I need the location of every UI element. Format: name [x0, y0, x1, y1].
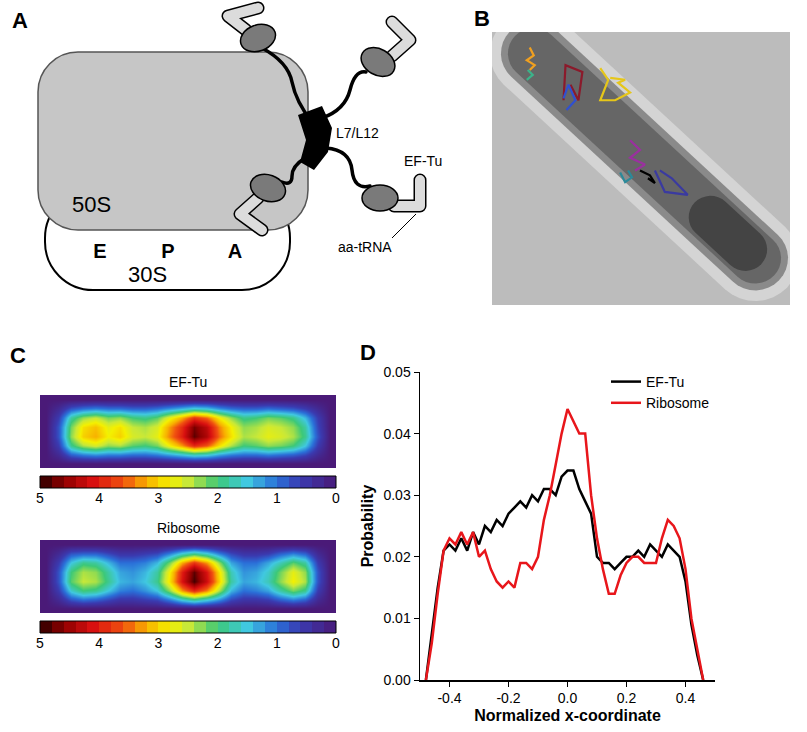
svg-text:0.05: 0.05 — [383, 364, 410, 380]
svg-text:0: 0 — [332, 490, 340, 506]
svg-text:0.01: 0.01 — [383, 610, 410, 626]
svg-text:0.00: 0.00 — [383, 672, 410, 688]
svg-text:4: 4 — [95, 490, 103, 506]
svg-text:D: D — [360, 340, 376, 365]
svg-text:EF-Tu: EF-Tu — [646, 374, 684, 390]
svg-text:0.02: 0.02 — [383, 549, 410, 565]
svg-text:Ribosome: Ribosome — [157, 520, 220, 536]
svg-text:EF-Tu: EF-Tu — [404, 153, 442, 169]
svg-text:Normalized x-coordinate: Normalized x-coordinate — [474, 707, 661, 724]
svg-text:A: A — [12, 8, 28, 33]
svg-text:Probability: Probability — [359, 485, 376, 568]
svg-text:2: 2 — [214, 635, 222, 651]
svg-text:3: 3 — [155, 490, 163, 506]
svg-text:aa-tRNA: aa-tRNA — [338, 239, 392, 255]
svg-text:30S: 30S — [128, 262, 167, 287]
svg-text:EF-Tu: EF-Tu — [169, 374, 207, 390]
svg-text:C: C — [10, 343, 26, 368]
svg-text:-0.2: -0.2 — [496, 690, 520, 706]
svg-text:0.03: 0.03 — [383, 487, 410, 503]
svg-text:0.04: 0.04 — [383, 426, 410, 442]
svg-text:5: 5 — [36, 635, 44, 651]
svg-text:E: E — [93, 240, 106, 262]
svg-text:1: 1 — [273, 635, 281, 651]
svg-text:4: 4 — [95, 635, 103, 651]
svg-text:P: P — [161, 240, 174, 262]
svg-text:A: A — [228, 240, 242, 262]
svg-text:-0.4: -0.4 — [437, 690, 461, 706]
svg-text:0: 0 — [332, 635, 340, 651]
svg-text:Ribosome: Ribosome — [646, 395, 709, 411]
svg-text:0.2: 0.2 — [617, 690, 637, 706]
svg-text:L7/L12: L7/L12 — [336, 125, 379, 141]
svg-text:50S: 50S — [72, 192, 111, 217]
svg-text:0.4: 0.4 — [676, 690, 696, 706]
svg-text:5: 5 — [36, 490, 44, 506]
svg-text:1: 1 — [273, 490, 281, 506]
svg-text:0.0: 0.0 — [558, 690, 578, 706]
svg-text:3: 3 — [155, 635, 163, 651]
svg-text:B: B — [474, 6, 490, 31]
svg-text:2: 2 — [214, 490, 222, 506]
